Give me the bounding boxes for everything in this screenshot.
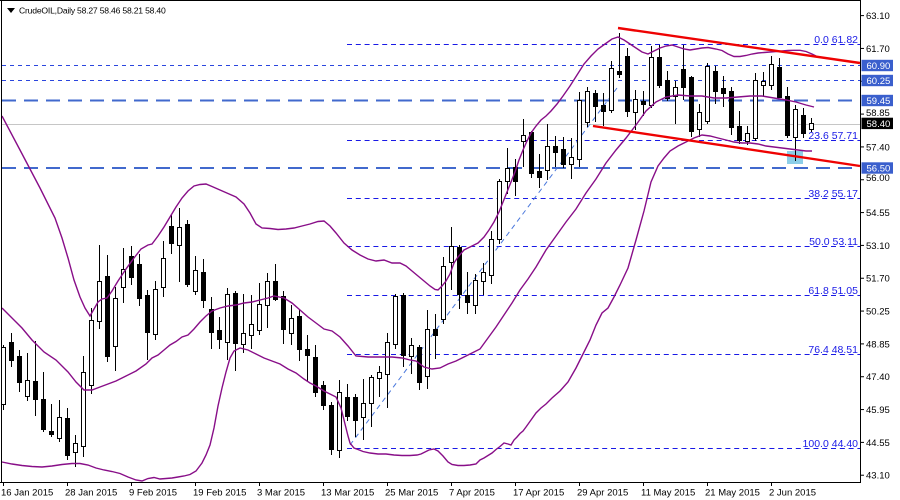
- svg-text:25 Mar 2015: 25 Mar 2015: [385, 488, 438, 499]
- svg-text:43.10: 43.10: [866, 471, 890, 482]
- svg-text:58.85: 58.85: [866, 108, 890, 119]
- svg-text:60.25: 60.25: [867, 76, 891, 87]
- svg-text:58.40: 58.40: [867, 119, 891, 130]
- svg-text:2 Jun 2015: 2 Jun 2015: [769, 488, 816, 499]
- svg-text:50.0 53.11: 50.0 53.11: [809, 236, 858, 248]
- svg-text:28 Jan 2015: 28 Jan 2015: [65, 488, 117, 499]
- svg-text:100.0 44.40: 100.0 44.40: [803, 438, 859, 450]
- svg-text:29 Apr 2015: 29 Apr 2015: [577, 488, 628, 499]
- svg-text:56.00: 56.00: [866, 173, 890, 184]
- svg-text:56.50: 56.50: [867, 164, 891, 175]
- svg-text:63.10: 63.10: [866, 11, 890, 22]
- svg-text:17 Apr 2015: 17 Apr 2015: [513, 488, 564, 499]
- svg-text:47.40: 47.40: [866, 372, 890, 383]
- svg-text:7 Apr 2015: 7 Apr 2015: [449, 488, 495, 499]
- svg-text:59.45: 59.45: [867, 96, 891, 107]
- svg-text:51.70: 51.70: [866, 274, 890, 285]
- svg-text:9 Feb 2015: 9 Feb 2015: [129, 488, 177, 499]
- svg-text:61.70: 61.70: [866, 44, 890, 55]
- svg-text:0.0 61.82: 0.0 61.82: [814, 34, 858, 46]
- svg-text:53.10: 53.10: [866, 241, 890, 252]
- svg-text:16 Jan 2015: 16 Jan 2015: [1, 488, 53, 499]
- svg-text:57.40: 57.40: [866, 142, 890, 153]
- svg-text:11 May 2015: 11 May 2015: [641, 488, 695, 499]
- svg-text:54.55: 54.55: [866, 208, 890, 219]
- svg-text:76.4 48.51: 76.4 48.51: [808, 344, 858, 356]
- svg-text:13 Mar 2015: 13 Mar 2015: [321, 488, 374, 499]
- svg-text:21 May 2015: 21 May 2015: [705, 488, 760, 499]
- svg-text:50.25: 50.25: [866, 307, 890, 318]
- svg-text:44.55: 44.55: [866, 438, 890, 449]
- svg-text:48.85: 48.85: [866, 339, 890, 350]
- svg-text:38.2 55.17: 38.2 55.17: [808, 188, 858, 200]
- svg-text:CrudeOIL,Daily: CrudeOIL,Daily: [19, 6, 76, 16]
- svg-text:45.95: 45.95: [866, 405, 890, 416]
- svg-text:58.27 58.46 58.21 58.40: 58.27 58.46 58.21 58.40: [77, 6, 166, 16]
- svg-text:19 Feb 2015: 19 Feb 2015: [193, 488, 246, 499]
- svg-text:61.8 51.05: 61.8 51.05: [808, 285, 858, 297]
- svg-text:3 Mar 2015: 3 Mar 2015: [257, 488, 305, 499]
- svg-text:23.6 57.71: 23.6 57.71: [808, 130, 858, 142]
- svg-text:60.90: 60.90: [867, 61, 891, 72]
